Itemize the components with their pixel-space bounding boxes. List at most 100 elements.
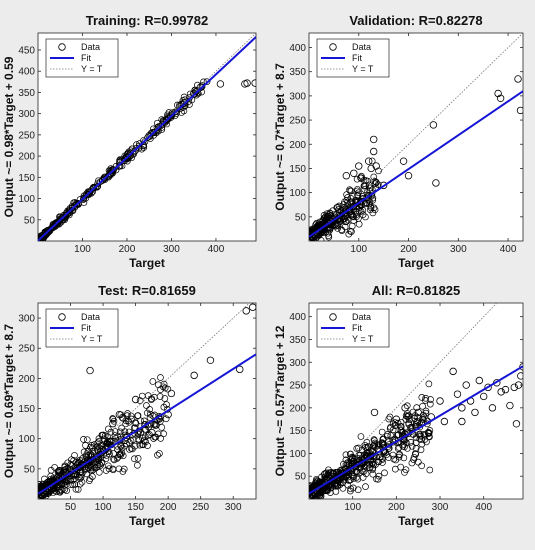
data-point [109, 465, 117, 473]
data-point [395, 431, 402, 438]
data-point [109, 415, 117, 422]
y-tick-label: 50 [295, 212, 307, 223]
data-point [343, 218, 350, 225]
data-point [384, 431, 391, 438]
x-tick-label: 300 [432, 502, 449, 513]
data-point [401, 468, 408, 476]
x-tick-label: 250 [192, 502, 209, 513]
data-point [65, 209, 73, 217]
data-point [357, 433, 365, 440]
data-point [102, 455, 110, 463]
data-point [107, 428, 115, 436]
y-axis-label: Output ~= 0.98*Target + 0.59 [2, 56, 16, 217]
data-point-outlier [101, 173, 109, 182]
data-point [412, 418, 420, 426]
y-axis-label: Output ~= 0.7*Target + 8.7 [273, 63, 287, 211]
x-tick-label: 200 [388, 502, 405, 513]
data-point [357, 208, 365, 215]
data-point [80, 436, 87, 443]
chart-title: Validation: R=0.82278 [349, 13, 482, 28]
data-point [418, 462, 426, 470]
y-tick-label: 150 [18, 404, 35, 415]
data-point [111, 428, 119, 435]
data-point [399, 442, 407, 450]
data-point [156, 393, 164, 400]
data-point [342, 472, 350, 480]
data-point-outlier [494, 89, 502, 98]
data-point [113, 455, 121, 462]
y-tick-label: 200 [18, 374, 35, 385]
data-point-outlier [404, 171, 413, 180]
data-point [408, 459, 416, 467]
data-point-outlier [432, 179, 440, 187]
data-point [420, 416, 427, 423]
data-point [335, 202, 343, 210]
data-point [90, 441, 98, 448]
data-point [377, 453, 385, 461]
data-point [326, 484, 334, 492]
y-tick-label: 50 [24, 464, 36, 475]
data-point [71, 203, 79, 211]
data-point [342, 451, 350, 459]
data-point-outlier [249, 303, 256, 311]
data-point [80, 448, 88, 456]
legend-fit-label: Fit [81, 323, 91, 333]
data-point [362, 483, 369, 490]
data-point [132, 419, 139, 426]
y-tick-label: 250 [289, 381, 306, 392]
data-point [361, 186, 368, 193]
data-point [78, 478, 86, 486]
data-point [129, 445, 136, 453]
data-point [369, 466, 376, 474]
y-axis-label: Output ~= 0.69*Target + 8.7 [2, 324, 16, 478]
data-point-outlier [242, 307, 250, 315]
x-tick-label: 100 [95, 502, 112, 513]
data-point [405, 421, 413, 428]
data-point [142, 426, 150, 433]
data-point [362, 470, 370, 478]
data-point [72, 485, 80, 493]
data-point [369, 452, 377, 460]
data-point-outlier [131, 395, 140, 404]
data-point [327, 219, 334, 226]
data-point-outlier [251, 79, 256, 87]
data-point [323, 220, 331, 228]
data-point [353, 467, 360, 475]
data-point [344, 481, 352, 489]
data-point [131, 455, 138, 463]
y-tick-label: 200 [289, 140, 306, 151]
data-point [344, 194, 351, 201]
data-point [150, 128, 158, 136]
data-point-outlier [488, 404, 497, 412]
data-point [418, 436, 426, 444]
y-tick-label: 100 [18, 434, 35, 445]
data-point [348, 464, 356, 472]
x-tick-label: 100 [74, 244, 91, 255]
data-point [392, 456, 400, 464]
data-point-outlier [145, 132, 153, 140]
data-point [142, 433, 149, 441]
y-tick-label: 200 [18, 152, 35, 163]
data-point [418, 440, 426, 448]
data-point-outlier [392, 415, 401, 423]
data-point [365, 464, 373, 472]
data-point [161, 384, 169, 392]
data-point [71, 481, 79, 488]
data-point-outlier [342, 171, 351, 180]
x-tick-label: 100 [344, 502, 361, 513]
data-point-outlier [105, 438, 114, 446]
data-point [343, 459, 351, 467]
data-point [38, 494, 44, 499]
data-point [99, 176, 106, 184]
data-point [426, 466, 434, 474]
chart-panel: 100 200 300 400 50 100 150 200 250 300 350 400 450 Tr… [2, 13, 257, 270]
data-point [96, 178, 104, 186]
data-point [368, 157, 376, 165]
data-point [134, 455, 142, 462]
y-tick-label: 400 [289, 312, 306, 323]
data-point [309, 231, 315, 238]
y-axis-label: Output ~= 0.57*Target + 12 [273, 325, 287, 476]
data-point [347, 456, 355, 463]
data-point [345, 230, 353, 238]
data-point [118, 444, 126, 452]
